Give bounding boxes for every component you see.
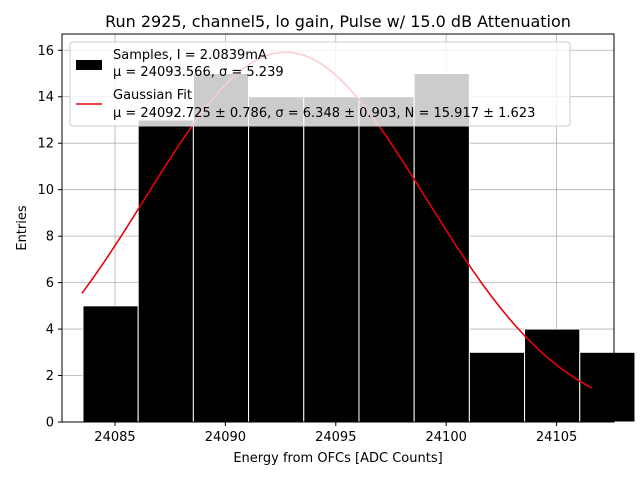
- y-tick-label: 8: [46, 230, 54, 245]
- x-axis-ticks: 24085 24090 24095 24100 24105: [94, 422, 577, 445]
- legend: Samples, I = 2.0839mA μ = 24093.566, σ =…: [69, 41, 571, 127]
- x-tick-label: 24095: [315, 430, 356, 445]
- x-axis-label: Energy from OFCs [ADC Counts]: [233, 451, 442, 466]
- y-tick-label: 4: [46, 323, 54, 338]
- y-tick-label: 16: [37, 44, 54, 59]
- histogram-bars: [82, 72, 636, 423]
- y-tick-label: 14: [37, 90, 54, 105]
- legend-samples-stats: μ = 24093.566, σ = 5.239: [113, 65, 284, 80]
- y-axis-label: Entries: [15, 205, 30, 251]
- y-axis-ticks: 0 2 4 6 8 10 12 14 16: [37, 44, 62, 431]
- y-tick-label: 6: [46, 276, 54, 291]
- histogram-bar: [358, 96, 415, 423]
- histogram-bar: [248, 96, 305, 423]
- legend-samples-swatch: [76, 60, 102, 70]
- x-tick-label: 24090: [205, 430, 246, 445]
- histogram-bar: [579, 351, 636, 423]
- histogram-bar: [192, 72, 250, 423]
- y-tick-label: 2: [46, 369, 54, 384]
- histogram-bar: [82, 305, 139, 423]
- x-tick-label: 24105: [536, 430, 577, 445]
- chart-title: Run 2925, channel5, lo gain, Pulse w/ 15…: [105, 12, 571, 31]
- x-tick-label: 24085: [94, 430, 135, 445]
- y-tick-label: 10: [37, 183, 54, 198]
- legend-fit-stats: μ = 24092.725 ± 0.786, σ = 6.348 ± 0.903…: [113, 106, 535, 121]
- histogram-bar: [303, 96, 360, 423]
- legend-fit-label: Gaussian Fit: [113, 88, 192, 103]
- legend-samples-label: Samples, I = 2.0839mA: [113, 48, 267, 63]
- legend-box: [69, 41, 571, 127]
- y-tick-label: 0: [46, 416, 54, 431]
- y-tick-label: 12: [37, 137, 54, 152]
- plot-frame: [61, 33, 615, 423]
- x-tick-label: 24100: [426, 430, 467, 445]
- histogram-bar: [413, 72, 470, 423]
- histogram-bar: [468, 351, 526, 423]
